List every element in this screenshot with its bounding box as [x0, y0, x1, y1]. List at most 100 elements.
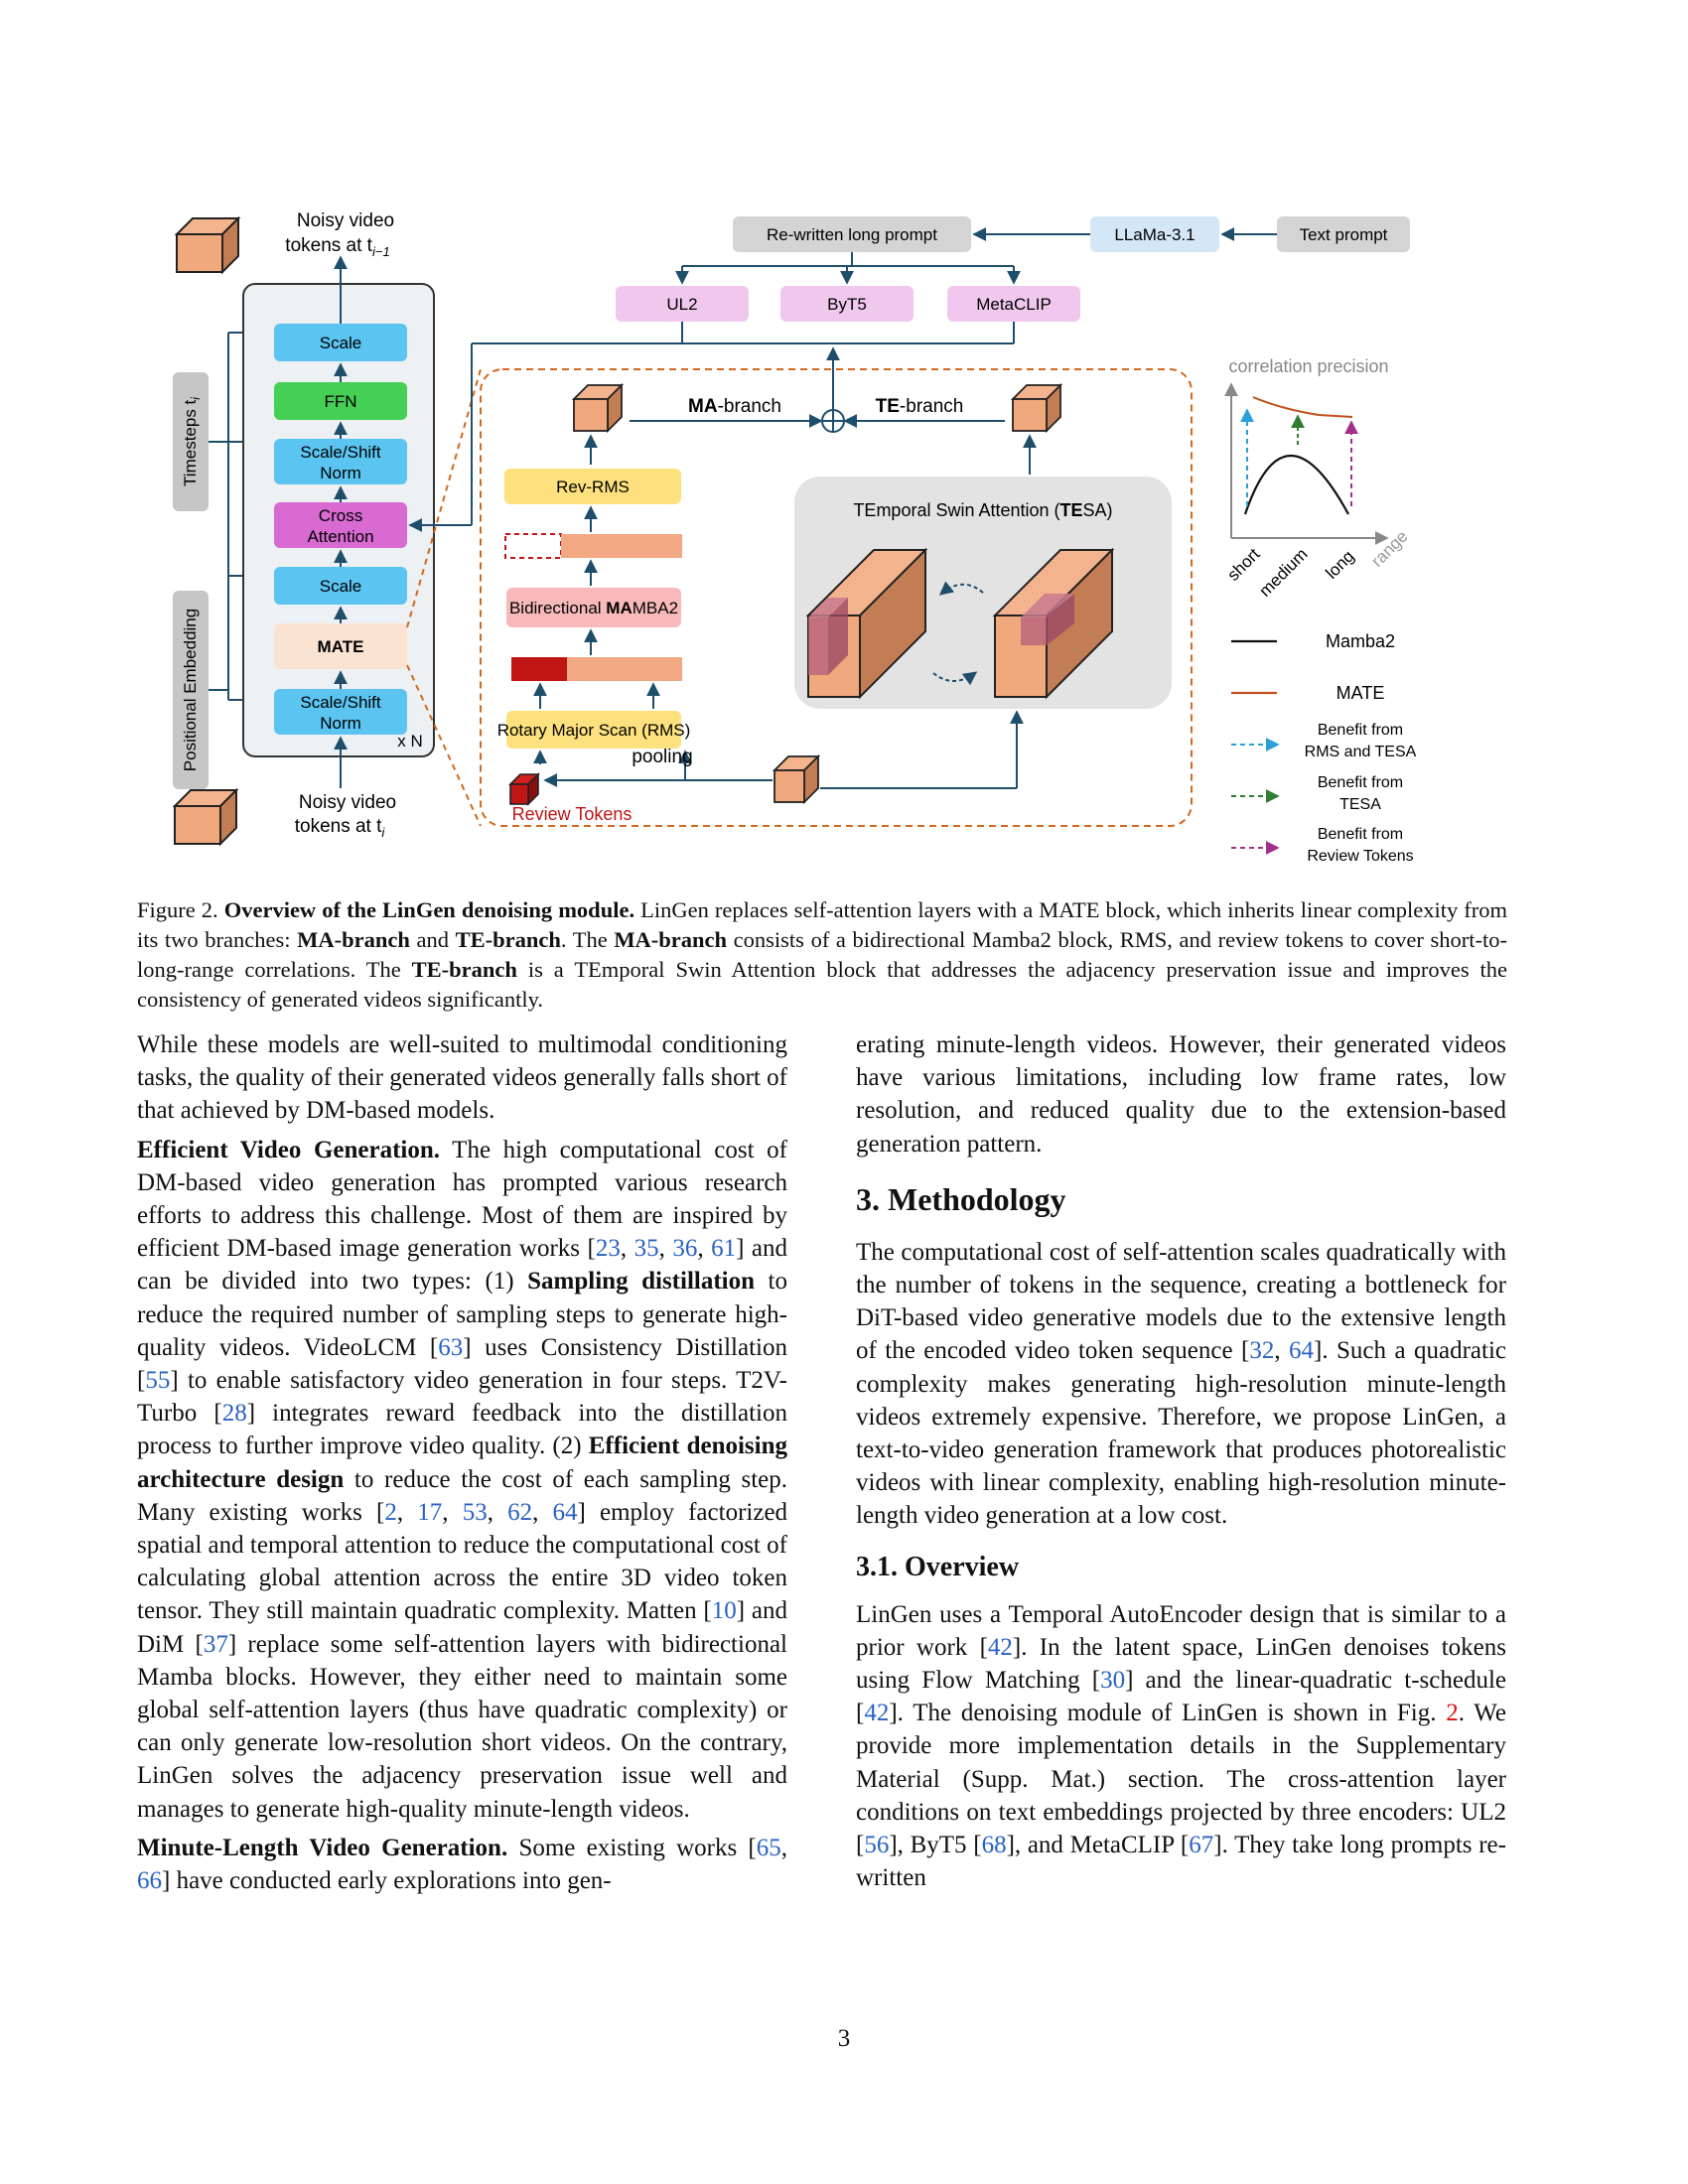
seq-strip-bottom-red — [511, 657, 567, 681]
seq-strip-top — [561, 534, 682, 558]
citation-17[interactable]: 17 — [417, 1498, 443, 1526]
byt5-label: ByT5 — [827, 295, 867, 314]
scale-top-block — [274, 324, 407, 361]
mate-curve — [1252, 396, 1353, 418]
ma-branch-output-cube — [571, 382, 625, 434]
ma-branch-label: MA-branch — [688, 396, 781, 417]
cross-attention-block — [274, 502, 407, 548]
rewritten-prompt-box — [733, 216, 971, 252]
methodology-heading: 3. Methodology — [856, 1180, 1066, 1217]
legend-tesa-label-2: TESA — [1339, 796, 1381, 813]
citation-61[interactable]: 61 — [711, 1235, 737, 1263]
rev-rms-block — [504, 469, 681, 504]
ffn-block — [274, 382, 407, 420]
te-branch-label: TE-branch — [876, 396, 964, 417]
mate-block — [274, 623, 407, 669]
rewritten-prompt-label: Re-written long prompt — [767, 225, 937, 244]
norm1-label-a: Scale/Shift — [300, 443, 381, 462]
byt5-box — [780, 286, 914, 322]
page-number: 3 — [837, 2025, 851, 2052]
legend-review-label-2: Review Tokens — [1307, 848, 1413, 865]
left-column: While these models are well-suited to mu… — [137, 1028, 787, 1903]
citation-64[interactable]: 64 — [552, 1498, 578, 1526]
right-paragraph-2: The computational cost of self-attention… — [856, 1238, 1506, 1530]
rev-rms-label: Rev-RMS — [556, 478, 630, 496]
tesa-shift-arrow-bottom — [932, 671, 978, 686]
scale-mid-label: Scale — [320, 577, 362, 596]
left-paragraph-2: Efficient Video Generation. The high com… — [137, 1136, 788, 1823]
norm1-label-b: Norm — [320, 464, 361, 482]
efficient-video-heading: Efficient Video Generation. — [137, 1136, 441, 1163]
right-column: erating minute-length videos. However, t… — [856, 1028, 1506, 1900]
citation-62[interactable]: 62 — [507, 1498, 533, 1526]
citation-42[interactable]: 42 — [987, 1633, 1013, 1661]
seq-strip-bottom — [567, 657, 682, 681]
scale-mid-block — [274, 567, 407, 605]
citation-10[interactable]: 10 — [711, 1597, 737, 1625]
legend-mamba2-label: Mamba2 — [1326, 631, 1395, 651]
ffn-label: FFN — [324, 392, 356, 411]
citation-64b[interactable]: 64 — [1289, 1337, 1314, 1365]
metaclip-box — [947, 286, 1080, 322]
caption-title: Overview of the LinGen denoising module. — [223, 897, 635, 922]
citation-2[interactable]: 2 — [384, 1498, 397, 1526]
timesteps-bar — [173, 372, 209, 511]
positional-embedding-bar — [173, 591, 209, 789]
timesteps-label: Timesteps ti — [181, 397, 203, 486]
text-prompt-label: Text prompt — [1300, 225, 1388, 244]
legend-mate-label: MATE — [1336, 683, 1385, 703]
citation-55[interactable]: 55 — [145, 1367, 171, 1395]
cross-label-b: Attention — [307, 527, 373, 546]
pooling-label: pooling — [632, 747, 692, 767]
bidirectional-mamba-block — [506, 588, 681, 627]
citation-63[interactable]: 63 — [438, 1333, 464, 1361]
citation-42b[interactable]: 42 — [864, 1700, 890, 1727]
legend-rms-tesa-label-1: Benefit from — [1318, 722, 1403, 739]
llama-label: LLaMa-3.1 — [1114, 225, 1195, 244]
minute-length-heading: Minute-Length Video Generation. — [137, 1834, 508, 1861]
scale-top-label: Scale — [320, 334, 362, 352]
citation-23[interactable]: 23 — [595, 1235, 621, 1263]
tesa-window-box-right — [992, 547, 1115, 700]
noisy-in-label-2: tokens at ti — [295, 816, 386, 840]
citation-53[interactable]: 53 — [462, 1498, 488, 1526]
left-paragraph-3: Minute-Length Video Generation. Some exi… — [137, 1834, 788, 1895]
ul2-label: UL2 — [666, 295, 697, 314]
citation-66[interactable]: 66 — [137, 1867, 162, 1895]
x-tick-range: range — [1367, 527, 1411, 571]
right-paragraph-1: erating minute-length videos. However, t… — [856, 1031, 1506, 1158]
output-token-cube — [174, 215, 241, 275]
tesa-label: TEmporal Swin Attention (TESA) — [853, 500, 1112, 520]
citation-67[interactable]: 67 — [1189, 1832, 1214, 1859]
caption-label: Figure 2. — [137, 897, 218, 922]
citation-32[interactable]: 32 — [1249, 1337, 1275, 1365]
citation-68[interactable]: 68 — [981, 1832, 1007, 1859]
citation-35[interactable]: 35 — [633, 1235, 659, 1263]
input-token-cube — [172, 787, 239, 847]
left-paragraph-1: While these models are well-suited to mu… — [137, 1031, 787, 1125]
noisy-out-label-1: Noisy video — [297, 210, 394, 231]
noisy-out-label-2: tokens at ti−1 — [285, 235, 389, 259]
tesa-window-box-left — [805, 547, 928, 700]
rms-block — [506, 711, 681, 749]
ul2-box — [616, 286, 749, 322]
citation-65[interactable]: 65 — [756, 1834, 781, 1861]
citation-56[interactable]: 56 — [864, 1832, 890, 1859]
citation-36[interactable]: 36 — [672, 1235, 698, 1263]
llama-box — [1090, 216, 1219, 252]
review-tokens-label: Review Tokens — [512, 804, 633, 824]
overview-heading: 3.1. Overview — [856, 1551, 1020, 1582]
review-token-cube — [508, 772, 540, 806]
text-prompt-box — [1277, 216, 1410, 252]
tesa-shift-arrow-top — [938, 581, 984, 596]
citation-28[interactable]: 28 — [221, 1400, 247, 1428]
bidirectional-mamba-label: Bidirectional MAMBA2 — [509, 599, 678, 617]
rms-label: Rotary Major Scan (RMS) — [497, 721, 691, 740]
norm2-block — [274, 689, 407, 735]
x-tick-short: short — [1223, 544, 1263, 584]
citation-30[interactable]: 30 — [1100, 1667, 1126, 1695]
legend-rms-tesa-label-2: RMS and TESA — [1305, 744, 1417, 760]
mate-label: MATE — [318, 637, 364, 656]
citation-37[interactable]: 37 — [203, 1630, 228, 1658]
figure-2-link[interactable]: 2 — [1446, 1700, 1459, 1727]
